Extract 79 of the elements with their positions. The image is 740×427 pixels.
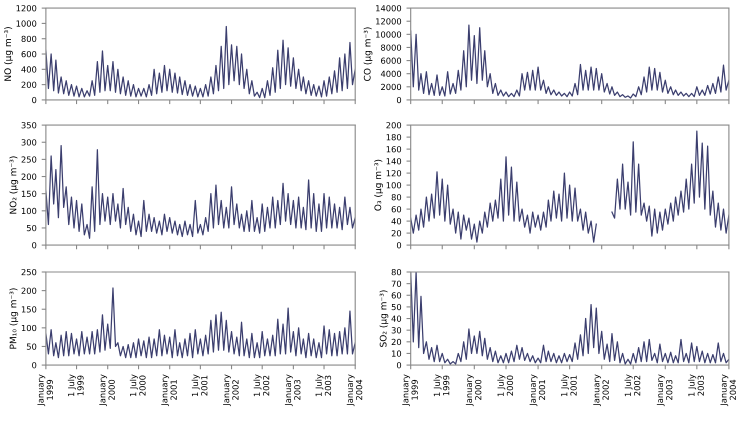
y-tick-label: 60 [392,206,402,212]
x-tick-label: January 2002 [593,374,609,406]
y-axis-title: NO₂ (µg m⁻³) [9,156,18,214]
y-tick-label: 4000 [380,70,402,77]
y-tick-label: 1200 [16,5,36,12]
y-tick-label: 8000 [381,44,402,51]
x-tick-label: 1 July 2001 [560,374,577,396]
y-tick-label: 100 [22,324,36,332]
y-tick-label: 40 [391,218,402,224]
y-tick-label: 200 [22,288,36,294]
line-series [46,145,356,239]
x-tick-label: 1 July 2002 [254,374,270,396]
y-axis-title: SO₂ (µg m⁻³) [380,290,388,347]
x-tick-label: January 2004 [720,374,736,406]
y-tick-label: 160 [386,146,402,152]
y-tick-label: 10 [392,350,402,357]
y-tick-label: 0 [396,362,402,368]
y-tick-label: 0 [32,362,36,368]
x-tick-label: 1 July 1999 [68,374,84,396]
y-tick-label: 50 [392,304,402,310]
y-tick-label: 600 [22,50,36,58]
y-tick-label: 0 [32,96,36,104]
y-tick-label: 50 [26,224,36,232]
x-tick-label: January 2003 [284,374,300,406]
y-tick-label: 0 [396,242,402,248]
y-tick-label: 150 [22,306,36,313]
x-tick-label: 1 July 2000 [497,374,514,396]
y-tick-label: 20 [392,230,402,236]
y-tick-label: 70 [392,280,402,287]
y-tick-label: 120 [386,170,402,176]
y-tick-label: 2000 [381,84,402,90]
x-tick-label: 1 July 1999 [434,374,450,396]
y-tick-label: 40 [391,316,402,322]
y-tick-label: 800 [22,36,36,42]
x-tick-label: 1 July 2003 [315,374,332,396]
line-series [46,287,356,358]
y-tick-label: 100 [386,182,402,188]
y-tick-label: 200 [386,122,402,128]
y-tick-label: 6000 [381,58,402,64]
y-tick-label: 30 [392,327,402,334]
y-tick-label: 100 [22,208,36,214]
y-tick-label: 80 [392,194,402,200]
y-tick-label: 200 [22,82,36,88]
x-tick-label: 1 July 2000 [130,374,146,396]
y-tick-label: 60 [392,292,402,299]
y-tick-label: 300 [22,139,36,146]
y-tick-label: 12000 [376,18,402,25]
y-tick-label: 140 [386,158,402,164]
y-axis-title: O₃ (µg m⁻³) [374,160,383,211]
y-tick-label: 14000 [376,5,402,12]
y-tick-label: 50 [26,343,36,350]
x-tick-label: January 2004 [346,374,362,406]
y-tick-label: 0 [32,242,36,248]
y-tick-label: 250 [22,156,36,163]
x-tick-label: 1 July 2001 [192,374,208,396]
x-tick-label: January 1999 [37,374,53,406]
y-axis-title: PM₁₀ (µg m⁻³) [9,288,18,349]
y-tick-label: 200 [22,174,36,180]
y-tick-label: 180 [386,134,402,140]
x-tick-label: January 2001 [530,374,546,406]
y-tick-label: 20 [392,338,402,346]
y-tick-label: 0 [396,96,402,104]
x-tick-label: January 1999 [402,374,418,406]
y-axis-title: CO (µg m⁻³) [364,27,372,81]
y-tick-label: 350 [22,122,36,128]
y-tick-label: 150 [22,190,36,197]
x-tick-label: January 2000 [99,374,115,406]
y-tick-label: 10000 [376,31,402,38]
x-tick-label: 1 July 2003 [688,374,704,396]
x-tick-label: January 2003 [656,374,672,406]
y-axis-title: NO (µg m⁻³) [4,27,13,81]
y-tick-label: 400 [21,66,36,73]
x-tick-label: January 2000 [466,374,482,406]
x-tick-label: 1 July 2002 [624,374,640,396]
x-tick-label: January 2002 [223,374,239,406]
x-tick-label: January 2001 [161,374,177,406]
y-tick-label: 250 [22,268,36,276]
y-tick-label: 1000 [16,20,36,27]
y-tick-label: 80 [392,268,402,276]
